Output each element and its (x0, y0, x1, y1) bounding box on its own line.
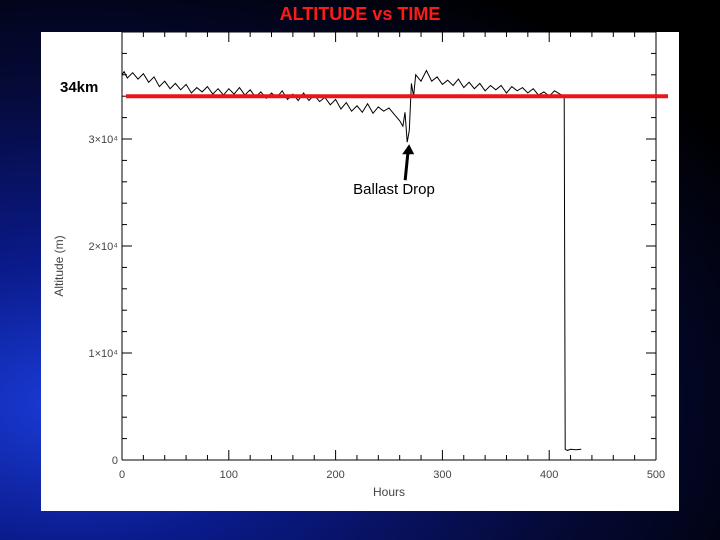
x-tick-label: 500 (647, 469, 665, 481)
y-axis-label: Altitude (m) (52, 235, 66, 296)
chart-panel: 0 100 200 300 400 500 0 1×10⁴ 2×10⁴ 3×10⁴ Hours … (41, 32, 679, 511)
reference-layer: 34km (60, 79, 668, 99)
x-tick-label: 200 (326, 469, 344, 481)
ballast-arrow-shaft (403, 150, 410, 181)
x-tick-label: 300 (433, 469, 451, 481)
series-layer (121, 69, 582, 451)
x-tick-label: 100 (220, 469, 238, 481)
y-tick-label: 0 (112, 455, 118, 467)
slide-title: ALTITUDE vs TIME (279, 4, 441, 24)
x-axis-label: Hours (373, 485, 405, 499)
y-tick-label: 1×10⁴ (88, 348, 118, 360)
reference-line-label: 34km (60, 79, 98, 96)
ballast-arrow-head (402, 144, 415, 155)
y-tick-label: 2×10⁴ (88, 241, 118, 253)
x-tick-label: 400 (540, 469, 558, 481)
y-ticks: 0 1×10⁴ 2×10⁴ 3×10⁴ (88, 32, 656, 467)
y-tick-label: 3×10⁴ (88, 134, 118, 146)
x-tick-label: 0 (119, 469, 125, 481)
x-ticks: 0 100 200 300 400 500 (119, 32, 665, 481)
ballast-drop-label: Ballast Drop (353, 181, 435, 198)
altitude-series-line (121, 69, 582, 451)
annotation-layer: Ballast Drop (353, 144, 435, 198)
